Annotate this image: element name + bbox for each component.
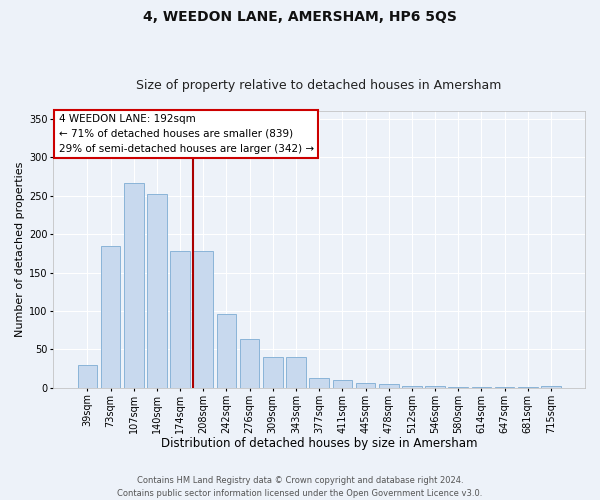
Bar	[286, 357, 306, 388]
Bar	[518, 387, 538, 388]
Bar	[310, 378, 329, 388]
Bar	[379, 384, 398, 388]
Bar	[77, 365, 97, 388]
Bar	[425, 386, 445, 388]
Bar	[495, 387, 514, 388]
Bar	[332, 380, 352, 388]
Bar	[541, 386, 561, 388]
Bar	[193, 251, 213, 388]
Bar	[217, 314, 236, 388]
Bar	[124, 182, 143, 388]
Bar	[101, 246, 121, 388]
Title: Size of property relative to detached houses in Amersham: Size of property relative to detached ho…	[136, 79, 502, 92]
Bar	[356, 382, 376, 388]
Bar	[448, 387, 468, 388]
Text: 4, WEEDON LANE, AMERSHAM, HP6 5QS: 4, WEEDON LANE, AMERSHAM, HP6 5QS	[143, 10, 457, 24]
Bar	[472, 387, 491, 388]
Text: Contains HM Land Registry data © Crown copyright and database right 2024.
Contai: Contains HM Land Registry data © Crown c…	[118, 476, 482, 498]
Y-axis label: Number of detached properties: Number of detached properties	[15, 162, 25, 337]
Bar	[240, 338, 259, 388]
Bar	[263, 357, 283, 388]
Bar	[170, 251, 190, 388]
Text: 4 WEEDON LANE: 192sqm
← 71% of detached houses are smaller (839)
29% of semi-det: 4 WEEDON LANE: 192sqm ← 71% of detached …	[59, 114, 314, 154]
Bar	[402, 386, 422, 388]
X-axis label: Distribution of detached houses by size in Amersham: Distribution of detached houses by size …	[161, 437, 478, 450]
Bar	[147, 194, 167, 388]
